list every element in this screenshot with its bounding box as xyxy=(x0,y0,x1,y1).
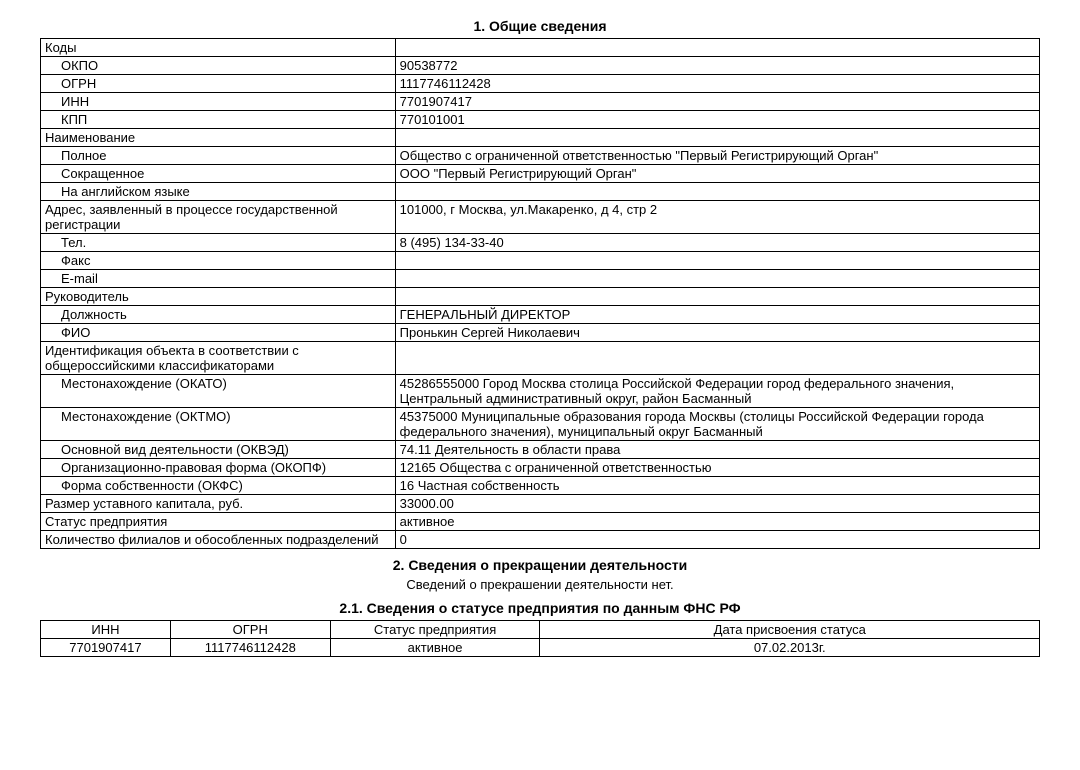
cell-label: Полное xyxy=(41,147,396,165)
cell-value: 16 Частная собственность xyxy=(395,477,1039,495)
table-row: Местонахождение (ОКТМО)45375000 Муниципа… xyxy=(41,408,1040,441)
table-row: E-mail xyxy=(41,270,1040,288)
section1-title: 1. Общие сведения xyxy=(40,18,1040,34)
cell-label: Местонахождение (ОКАТО) xyxy=(41,375,396,408)
table-row: ОКПО90538772 xyxy=(41,57,1040,75)
table-row: Тел. 8 (495) 134-33-40 xyxy=(41,234,1040,252)
cell-label: Должность xyxy=(41,306,396,324)
table-row: ФИОПронькин Сергей Николаевич xyxy=(41,324,1040,342)
cell-value: 45286555000 Город Москва столица Российс… xyxy=(395,375,1039,408)
table-row: Основной вид деятельности (ОКВЭД)74.11 Д… xyxy=(41,441,1040,459)
cell-label: Местонахождение (ОКТМО) xyxy=(41,408,396,441)
table-row: ИНН7701907417 xyxy=(41,93,1040,111)
cell-label: Основной вид деятельности (ОКВЭД) xyxy=(41,441,396,459)
cell-label: Коды xyxy=(41,39,396,57)
cell-status: активное xyxy=(330,639,540,657)
col-status: Статус предприятия xyxy=(330,621,540,639)
col-date: Дата присвоения статуса xyxy=(540,621,1040,639)
cell-label: На английском языке xyxy=(41,183,396,201)
cell-label: ОГРН xyxy=(41,75,396,93)
cell-value: 45375000 Муниципальные образования город… xyxy=(395,408,1039,441)
cell-value xyxy=(395,129,1039,147)
cell-label: Размер уставного капитала, руб. xyxy=(41,495,396,513)
cell-label: Наименование xyxy=(41,129,396,147)
table-row: Адрес, заявленный в процессе государстве… xyxy=(41,201,1040,234)
cell-value xyxy=(395,39,1039,57)
cell-value: 770101001 xyxy=(395,111,1039,129)
cell-label: ОКПО xyxy=(41,57,396,75)
cell-value: 90538772 xyxy=(395,57,1039,75)
cell-value: активное xyxy=(395,513,1039,531)
cell-value: 8 (495) 134-33-40 xyxy=(395,234,1039,252)
table-row: Факс xyxy=(41,252,1040,270)
cell-value xyxy=(395,270,1039,288)
table-row: ДолжностьГЕНЕРАЛЬНЫЙ ДИРЕКТОР xyxy=(41,306,1040,324)
table-row: Коды xyxy=(41,39,1040,57)
cell-value: Пронькин Сергей Николаевич xyxy=(395,324,1039,342)
cell-value: 1117746112428 xyxy=(395,75,1039,93)
cell-label: Адрес, заявленный в процессе государстве… xyxy=(41,201,396,234)
section2-title: 2. Сведения о прекращении деятельности xyxy=(40,557,1040,573)
cell-ogrn: 1117746112428 xyxy=(170,639,330,657)
cell-label: КПП xyxy=(41,111,396,129)
cell-value: 0 xyxy=(395,531,1039,549)
cell-value: ГЕНЕРАЛЬНЫЙ ДИРЕКТОР xyxy=(395,306,1039,324)
cell-label: Статус предприятия xyxy=(41,513,396,531)
table-row: Организационно-правовая форма (ОКОПФ)121… xyxy=(41,459,1040,477)
table-row: ОГРН1117746112428 xyxy=(41,75,1040,93)
cell-value xyxy=(395,342,1039,375)
table-row: ПолноеОбщество с ограниченной ответствен… xyxy=(41,147,1040,165)
cell-value: 12165 Общества с ограниченной ответствен… xyxy=(395,459,1039,477)
cell-label: E-mail xyxy=(41,270,396,288)
table-row: Руководитель xyxy=(41,288,1040,306)
cell-value: Общество с ограниченной ответственностью… xyxy=(395,147,1039,165)
table-row: Размер уставного капитала, руб.33000.00 xyxy=(41,495,1040,513)
general-info-table: Коды ОКПО90538772 ОГРН1117746112428 ИНН7… xyxy=(40,38,1040,549)
cell-label: Организационно-правовая форма (ОКОПФ) xyxy=(41,459,396,477)
cell-value: 74.11 Деятельность в области права xyxy=(395,441,1039,459)
cell-label: ФИО xyxy=(41,324,396,342)
cell-value: 101000, г Москва, ул.Макаренко, д 4, стр… xyxy=(395,201,1039,234)
cell-value: 7701907417 xyxy=(395,93,1039,111)
cell-label: Тел. xyxy=(41,234,396,252)
cell-label: Руководитель xyxy=(41,288,396,306)
table-row: Количество филиалов и обособленных подра… xyxy=(41,531,1040,549)
table-row: 7701907417 1117746112428 активное 07.02.… xyxy=(41,639,1040,657)
cell-date: 07.02.2013г. xyxy=(540,639,1040,657)
col-inn: ИНН xyxy=(41,621,171,639)
cell-label: Сокращенное xyxy=(41,165,396,183)
cell-value xyxy=(395,288,1039,306)
section2-subtitle: Сведений о прекрашении деятельности нет. xyxy=(40,577,1040,592)
cell-inn: 7701907417 xyxy=(41,639,171,657)
cell-label: Форма собственности (ОКФС) xyxy=(41,477,396,495)
table-row: Форма собственности (ОКФС)16 Частная соб… xyxy=(41,477,1040,495)
cell-label: ИНН xyxy=(41,93,396,111)
cell-value xyxy=(395,252,1039,270)
cell-label: Факс xyxy=(41,252,396,270)
table-row: КПП770101001 xyxy=(41,111,1040,129)
table-row: На английском языке xyxy=(41,183,1040,201)
table-row: Наименование xyxy=(41,129,1040,147)
table-row: Статус предприятияактивное xyxy=(41,513,1040,531)
col-ogrn: ОГРН xyxy=(170,621,330,639)
table-row: СокращенноеООО "Первый Регистрирующий Ор… xyxy=(41,165,1040,183)
cell-label: Идентификация объекта в соответствии с о… xyxy=(41,342,396,375)
cell-value: 33000.00 xyxy=(395,495,1039,513)
table-row: Местонахождение (ОКАТО)45286555000 Город… xyxy=(41,375,1040,408)
table-header-row: ИНН ОГРН Статус предприятия Дата присвое… xyxy=(41,621,1040,639)
cell-value: ООО "Первый Регистрирующий Орган" xyxy=(395,165,1039,183)
cell-value xyxy=(395,183,1039,201)
table-row: Идентификация объекта в соответствии с о… xyxy=(41,342,1040,375)
status-table: ИНН ОГРН Статус предприятия Дата присвое… xyxy=(40,620,1040,657)
cell-label: Количество филиалов и обособленных подра… xyxy=(41,531,396,549)
section2-1-title: 2.1. Сведения о статусе предприятия по д… xyxy=(40,600,1040,616)
